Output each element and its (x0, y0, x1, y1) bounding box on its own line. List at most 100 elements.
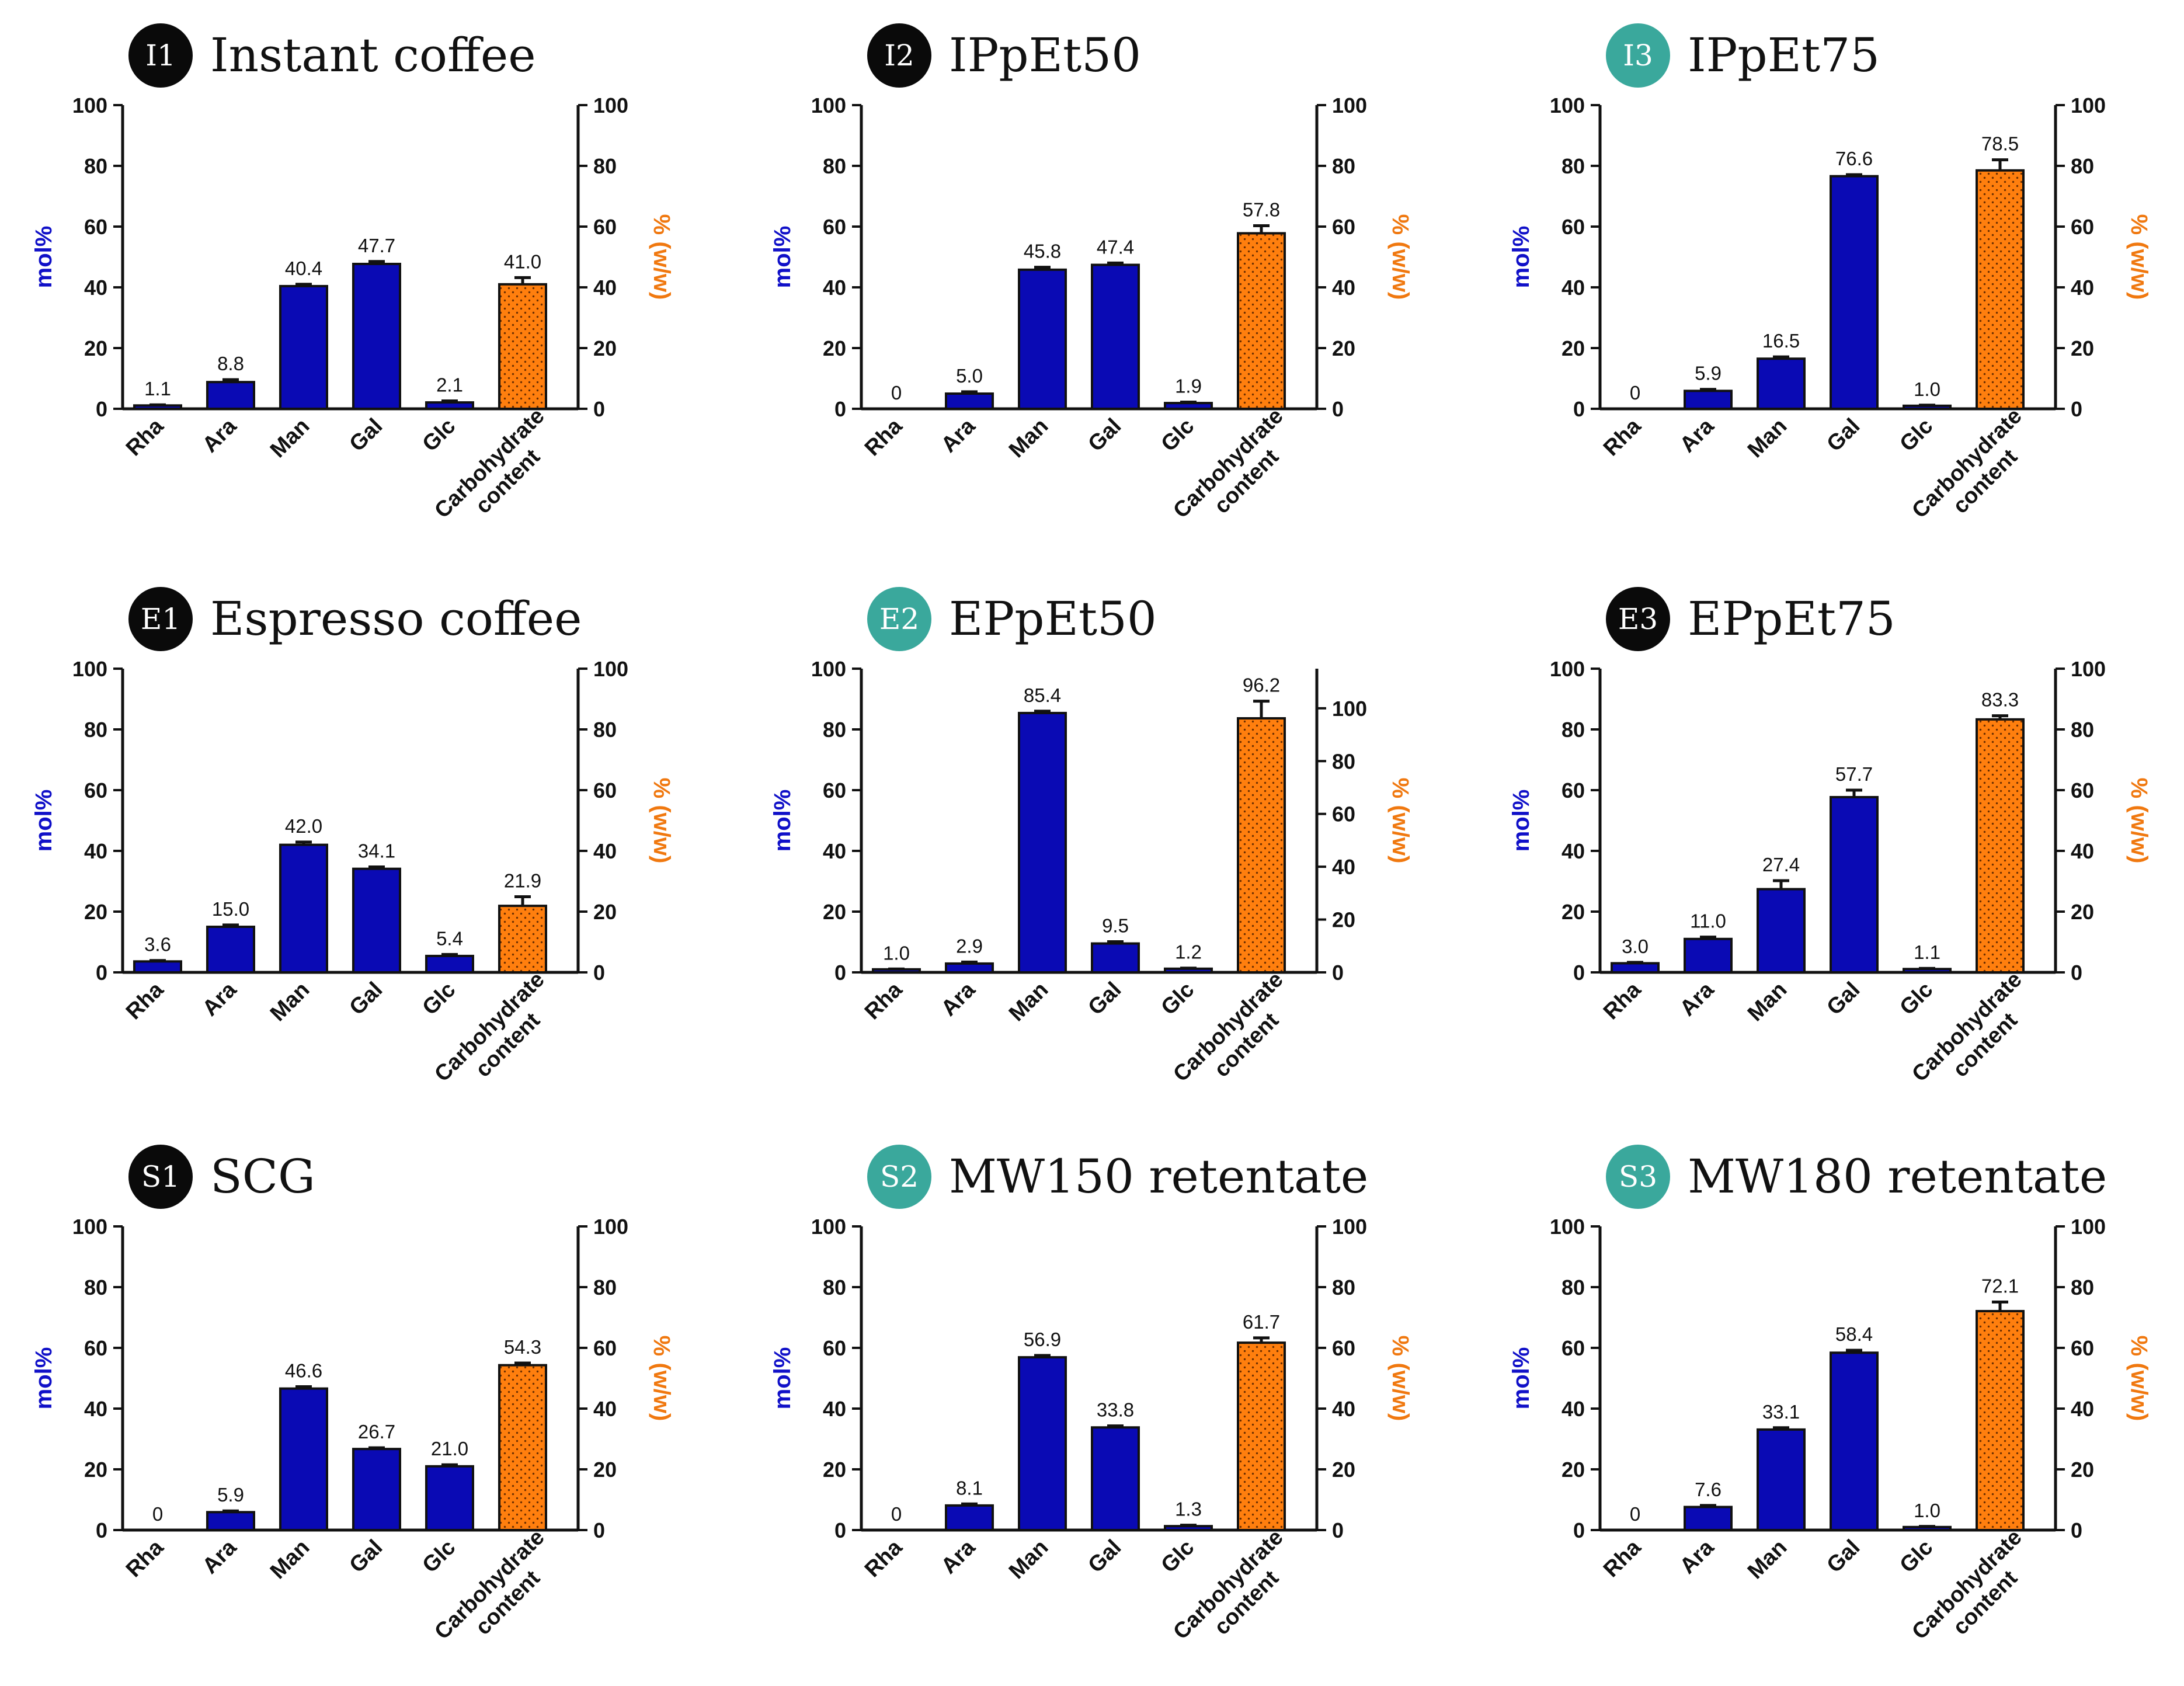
left-tick-label: 100 (811, 657, 846, 681)
right-tick-label: 0 (2071, 397, 2082, 421)
right-tick-label: 80 (593, 718, 617, 742)
left-axis-title: mol% (770, 1347, 795, 1410)
bar-value-label: 0 (891, 382, 902, 404)
bar-value-label: 1.2 (1175, 941, 1202, 963)
bar-value-label: 78.5 (1981, 133, 2019, 155)
right-axis-title: % (w/w) (1387, 778, 1413, 864)
bar-value-label: 85.4 (1024, 684, 1061, 706)
right-tick-label: 60 (1332, 1336, 1355, 1360)
left-tick-label: 20 (84, 1458, 107, 1482)
bar-value-label: 54.3 (504, 1336, 541, 1358)
panel-i3: I3 IPpEt75 0 20 40 60 80 100 0 20 40 60 80 100 mol% % (… (1508, 23, 2152, 523)
left-tick-label: 80 (84, 718, 107, 742)
category-label: Rha (860, 977, 907, 1024)
panel-badge (1606, 23, 1670, 88)
left-axis-title: mol% (31, 790, 57, 852)
left-tick-label: 40 (823, 1397, 846, 1421)
left-axis-title: mol% (31, 1347, 57, 1410)
bar-value-label: 2.1 (436, 374, 463, 395)
sugar-bar (1018, 1356, 1067, 1532)
sugar-bar (945, 392, 994, 410)
right-tick-label: 60 (2071, 215, 2094, 239)
bar-value-label: 46.6 (285, 1360, 322, 1382)
bar-value-label: 5.9 (217, 1484, 244, 1506)
right-tick-label: 40 (2071, 276, 2094, 300)
category-label: Man (1004, 1535, 1053, 1584)
right-tick-label: 80 (1332, 154, 1355, 178)
left-tick-label: 80 (1562, 718, 1585, 742)
panel-badge-label: E1 (141, 602, 180, 636)
left-tick-label: 60 (823, 1336, 846, 1360)
bar-value-label: 57.7 (1835, 763, 1873, 785)
sugar-bar (206, 1511, 255, 1532)
panel-i1: I1 Instant coffee 0 20 40 60 80 100 0 20 40 60 80 100… (31, 23, 674, 523)
sugar-bar (279, 284, 328, 411)
left-tick-label: 100 (72, 93, 107, 117)
bar-value-label: 0 (1630, 382, 1640, 404)
category-label: Glc (418, 414, 460, 457)
sugar-bar (945, 1504, 994, 1531)
right-tick-label: 100 (2071, 1215, 2106, 1239)
sugar-bar (133, 960, 182, 974)
category-label: Glc (418, 1535, 460, 1578)
bar-value-label: 47.7 (358, 235, 395, 256)
panel-badge-label: E2 (879, 602, 919, 636)
sugar-bar (1684, 390, 1733, 411)
sugar-bar (1757, 357, 1806, 411)
bar-value-label: 5.0 (956, 365, 983, 387)
bar-value-label: 72.1 (1981, 1275, 2019, 1296)
category-label: Gal (345, 978, 387, 1020)
left-tick-label: 80 (823, 154, 846, 178)
panel-badge (867, 1145, 931, 1209)
sugar-bar (1611, 962, 1660, 974)
carbohydrate-bar (1237, 717, 1286, 974)
sugar-bar (1830, 795, 1879, 974)
right-tick-label: 100 (593, 657, 628, 681)
right-tick-label: 40 (593, 839, 617, 863)
right-tick-label: 100 (2071, 93, 2106, 117)
category-label: Ara (198, 1535, 242, 1579)
carbohydrate-bar (1237, 232, 1286, 410)
bar-value-label: 96.2 (1243, 675, 1280, 696)
panel-badge (867, 587, 931, 651)
carbohydrate-bar (1237, 1341, 1286, 1531)
right-axis-title: % (w/w) (2126, 1336, 2152, 1421)
right-tick-label: 60 (593, 1336, 617, 1360)
sugar-bar (352, 1448, 401, 1531)
bar-value-label: 11.0 (1690, 910, 1726, 932)
sugar-bar (425, 1465, 474, 1532)
panel-title: EPpEt50 (949, 592, 1157, 646)
right-tick-label: 80 (593, 154, 617, 178)
panel-title: SCG (210, 1149, 315, 1204)
right-tick-label: 80 (2071, 1275, 2094, 1299)
category-label: Glc (1895, 978, 1938, 1020)
bar-value-label: 33.8 (1097, 1399, 1134, 1421)
right-axis-title: % (w/w) (2126, 214, 2152, 300)
bar-value-label: 76.6 (1835, 148, 1873, 169)
right-tick-label: 20 (1332, 1458, 1355, 1482)
right-tick-label: 60 (593, 215, 617, 239)
category-label: Glc (418, 978, 460, 1020)
category-label: Rha (860, 1535, 907, 1582)
right-tick-label: 100 (593, 1215, 628, 1239)
left-tick-label: 20 (823, 1458, 846, 1482)
right-tick-label: 100 (1332, 697, 1367, 721)
left-tick-label: 60 (1562, 215, 1585, 239)
left-tick-label: 0 (1573, 1518, 1585, 1542)
right-tick-label: 40 (2071, 1397, 2094, 1421)
bar-value-label: 42.0 (285, 815, 322, 837)
sugar-bar (1018, 711, 1067, 974)
category-label: Man (266, 414, 314, 463)
right-tick-label: 80 (1332, 749, 1355, 773)
panel-i2: I2 IPpEt50 0 20 40 60 80 100 0 20 40 60 80 100 mol% % (… (770, 23, 1413, 523)
bar-value-label: 27.4 (1762, 854, 1800, 875)
category-label: Rha (121, 1535, 169, 1582)
category-label: Gal (1083, 414, 1126, 457)
left-tick-label: 80 (1562, 1275, 1585, 1299)
right-tick-label: 0 (2071, 1518, 2082, 1542)
category-label: Ara (937, 1535, 980, 1579)
category-label: Ara (198, 413, 242, 457)
panel-s1: S1 SCG 0 20 40 60 80 100 0 20 40 60 80 100 mol% % (w/w)… (31, 1145, 674, 1645)
bar-value-label: 83.3 (1981, 689, 2019, 711)
